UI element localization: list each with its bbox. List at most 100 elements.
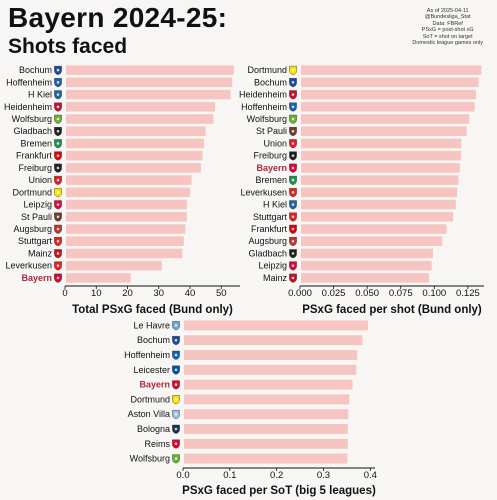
chart-panel-1: Bochum Hoffenheim H Kiel Heidenheim Wolfsbur… xyxy=(4,65,240,316)
augsburg-crest-icon xyxy=(289,237,297,247)
bar-bochum xyxy=(301,77,479,88)
frankfurt-crest-icon xyxy=(54,151,62,161)
category-label-stuttgart: Stuttgart xyxy=(253,212,288,222)
category-label-st-pauli: St Pauli xyxy=(21,212,52,222)
category-label-heidenheim: Heidenheim xyxy=(239,90,287,100)
x-tick-label: 0.100 xyxy=(422,288,446,299)
category-label-h-kiel: H Kiel xyxy=(28,90,52,100)
bar-mainz xyxy=(66,248,183,259)
bar-frankfurt xyxy=(66,150,203,161)
bayern-crest-icon xyxy=(54,273,62,283)
category-label-frankfurt: Frankfurt xyxy=(16,151,53,161)
bar-union xyxy=(301,138,462,149)
category-label-bochum: Bochum xyxy=(137,335,170,345)
category-label-leverkusen: Leverkusen xyxy=(5,261,52,271)
bar-heidenheim xyxy=(66,102,215,112)
category-label-dortmund: Dortmund xyxy=(247,65,287,75)
category-label-le-havre: Le Havre xyxy=(133,320,170,330)
hoffenheim-crest-icon xyxy=(172,350,180,360)
hoffenheim-crest-icon xyxy=(54,78,62,88)
x-tick-label: 0.025 xyxy=(322,288,346,299)
gladbach-crest-icon xyxy=(289,249,297,259)
category-label-freiburg: Freiburg xyxy=(253,151,287,161)
x-axis-title: Total PSxG faced (Bund only) xyxy=(72,304,233,316)
bar-dortmund xyxy=(184,394,350,405)
category-label-frankfurt: Frankfurt xyxy=(251,224,288,234)
dortmund-crest-icon xyxy=(54,188,62,198)
x-tick-label: 0.3 xyxy=(317,470,330,481)
category-label-leipzig: Leipzig xyxy=(258,261,287,271)
category-label-dortmund: Dortmund xyxy=(130,394,170,404)
source-notes: As of 2025-04-11 @Bundesliga_Stat Data: … xyxy=(412,8,483,46)
bar-leipzig xyxy=(301,260,432,271)
category-label-h-kiel: H Kiel xyxy=(263,200,287,210)
bar-stuttgart xyxy=(301,212,454,222)
bar-gladbach xyxy=(66,126,206,136)
bar-le-havre xyxy=(184,320,368,331)
category-label-wolfsburg: Wolfsburg xyxy=(247,114,287,124)
bar-gladbach xyxy=(301,248,433,259)
bar-heidenheim xyxy=(301,89,476,100)
bar-bochum xyxy=(184,335,363,346)
bar-aston-villa xyxy=(184,409,349,420)
x-axis-title: PSxG faced per shot (Bund only) xyxy=(302,304,482,316)
category-label-freiburg: Freiburg xyxy=(18,163,52,173)
hoffenheim-crest-icon xyxy=(289,102,297,112)
bar-union xyxy=(66,175,192,185)
bar-st-pauli xyxy=(66,212,187,222)
bar-reims xyxy=(184,438,348,449)
x-axis-title: PSxG faced per SoT (big 5 leagues) xyxy=(182,485,376,497)
x-tick-label: 10 xyxy=(91,288,102,299)
x-tick-label: 40 xyxy=(185,288,196,299)
leverkusen-crest-icon xyxy=(289,188,297,198)
bar-h-kiel xyxy=(66,89,231,100)
bar-leverkusen xyxy=(66,260,162,271)
heidenheim-crest-icon xyxy=(54,102,62,112)
bar-hoffenheim xyxy=(66,77,233,88)
category-label-bayern: Bayern xyxy=(139,380,170,390)
bar-mainz xyxy=(301,273,429,283)
category-label-stuttgart: Stuttgart xyxy=(18,236,53,246)
category-label-wolfsburg: Wolfsburg xyxy=(130,454,170,464)
bremen-crest-icon xyxy=(54,139,62,149)
bologna-crest-icon xyxy=(172,424,180,434)
category-label-heidenheim: Heidenheim xyxy=(4,102,52,112)
category-label-hoffenheim: Hoffenheim xyxy=(124,350,170,360)
category-label-augsburg: Augsburg xyxy=(13,224,52,234)
category-label-dortmund: Dortmund xyxy=(12,187,52,197)
x-tick-label: 0 xyxy=(62,288,67,299)
x-tick-label: 0.2 xyxy=(270,470,283,481)
bar-freiburg xyxy=(301,150,462,161)
x-tick-label: 0.4 xyxy=(364,470,377,481)
note-psxg-definition: PSxG = post-shot xG xyxy=(421,27,474,34)
x-tick-label: 0.050 xyxy=(355,288,379,299)
st-pauli-crest-icon xyxy=(54,212,62,222)
bayern-crest-icon xyxy=(289,163,297,173)
x-tick-label: 20 xyxy=(122,288,133,299)
note-handle: @Bundesliga_Stat xyxy=(424,14,471,21)
note-data-source: Data: FBRef xyxy=(432,20,463,27)
category-label-bochum: Bochum xyxy=(19,65,52,75)
reims-crest-icon xyxy=(172,439,180,449)
le-havre-crest-icon xyxy=(172,321,180,331)
category-label-gladbach: Gladbach xyxy=(13,126,52,136)
bar-wolfsburg xyxy=(66,114,214,124)
mainz-crest-icon xyxy=(54,249,62,259)
category-label-bologna: Bologna xyxy=(137,424,170,434)
bar-hoffenheim xyxy=(184,350,358,360)
bar-bremen xyxy=(301,175,459,185)
bar-bayern xyxy=(184,379,353,390)
bar-bayern xyxy=(66,273,131,283)
bar-h-kiel xyxy=(301,199,456,210)
x-tick-label: 0.0 xyxy=(176,470,189,481)
bar-bochum xyxy=(66,65,234,75)
stuttgart-crest-icon xyxy=(54,237,62,247)
category-label-aston-villa: Aston Villa xyxy=(128,409,170,419)
dortmund-crest-icon xyxy=(172,395,180,405)
bochum-crest-icon xyxy=(289,78,297,88)
bar-stuttgart xyxy=(66,236,184,246)
bayern-crest-icon xyxy=(172,380,180,390)
category-label-hoffenheim: Hoffenheim xyxy=(6,77,52,87)
bar-dortmund xyxy=(301,65,482,75)
